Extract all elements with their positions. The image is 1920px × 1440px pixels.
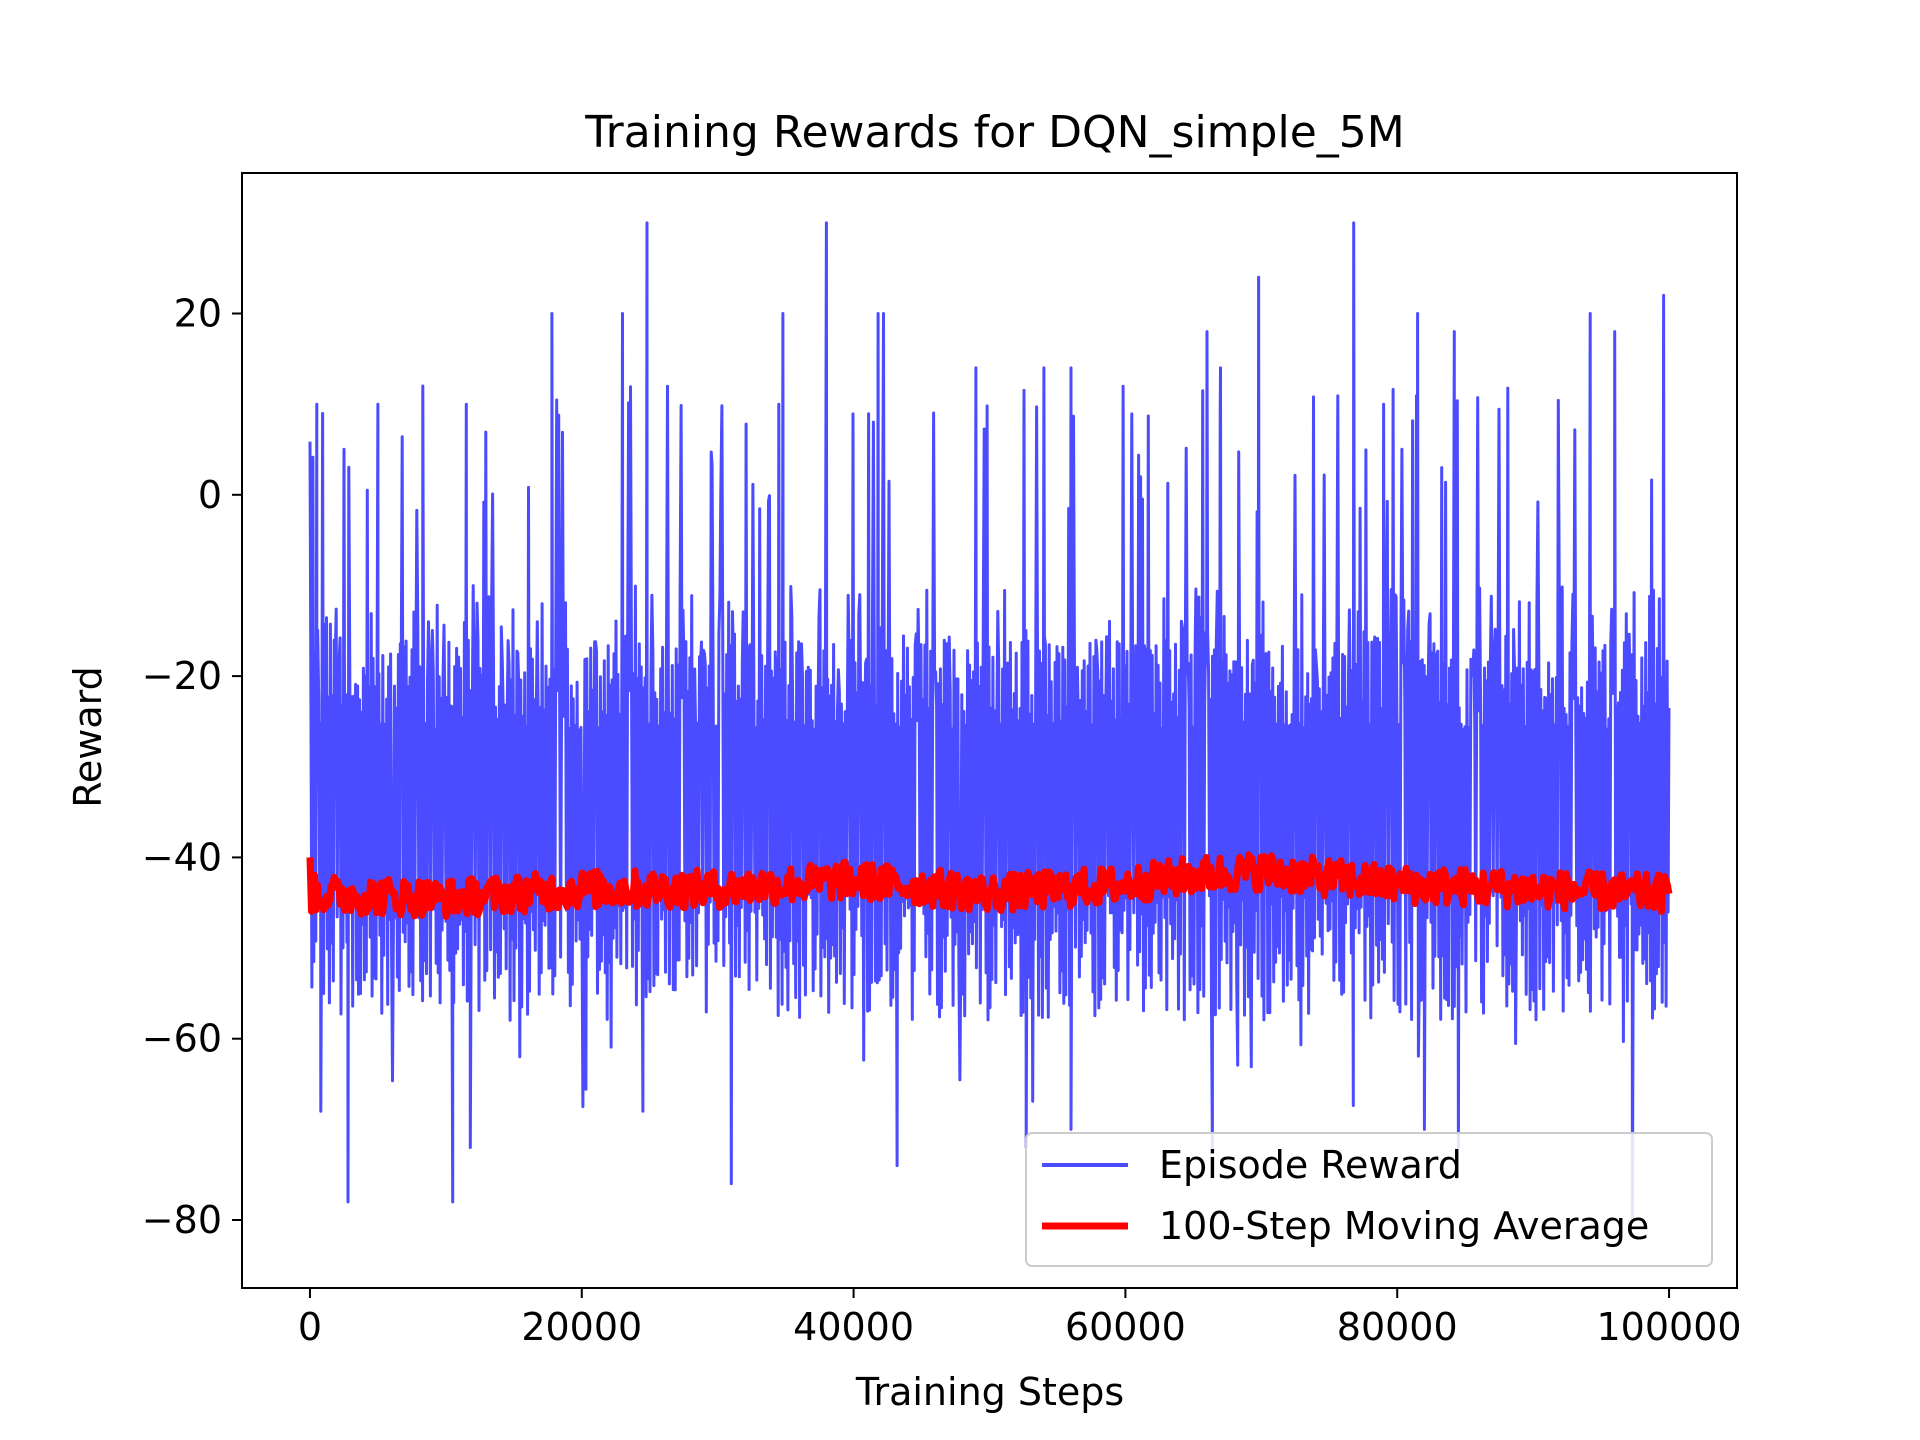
- y-tick-label: −40: [142, 835, 222, 879]
- y-axis: 20 0 −20 −40 −60 −80: [142, 292, 242, 1242]
- x-tick-label: 0: [298, 1305, 322, 1349]
- chart-title: Training Rewards for DQN_simple_5M: [584, 107, 1404, 158]
- x-tick-label: 20000: [521, 1305, 642, 1349]
- x-tick-label: 100000: [1597, 1305, 1742, 1349]
- y-tick-label: −80: [142, 1198, 222, 1242]
- legend-label-episode-reward: Episode Reward: [1159, 1143, 1462, 1187]
- y-tick-label: −60: [142, 1017, 222, 1061]
- legend: Episode Reward 100-Step Moving Average: [1025, 1132, 1713, 1267]
- y-tick-label: −20: [142, 654, 222, 698]
- plot-area: [241, 172, 1738, 1289]
- y-tick-label: 20: [174, 292, 222, 336]
- x-axis-label: Training Steps: [855, 1370, 1124, 1414]
- y-tick-label: 0: [198, 473, 222, 517]
- moving-average-line: [306, 851, 1673, 920]
- legend-box: [1025, 1132, 1713, 1267]
- x-tick-label: 40000: [793, 1305, 914, 1349]
- episode-reward-line: [308, 221, 1671, 1222]
- plot-frame: [241, 172, 1738, 1289]
- x-tick-label: 60000: [1065, 1305, 1186, 1349]
- x-tick-label: 80000: [1337, 1305, 1458, 1349]
- legend-label-moving-average: 100-Step Moving Average: [1159, 1204, 1649, 1248]
- y-axis-label: Reward: [66, 666, 110, 808]
- series-layer: [306, 221, 1673, 1222]
- x-axis: 0 20000 40000 60000 80000 100000: [298, 1288, 1742, 1349]
